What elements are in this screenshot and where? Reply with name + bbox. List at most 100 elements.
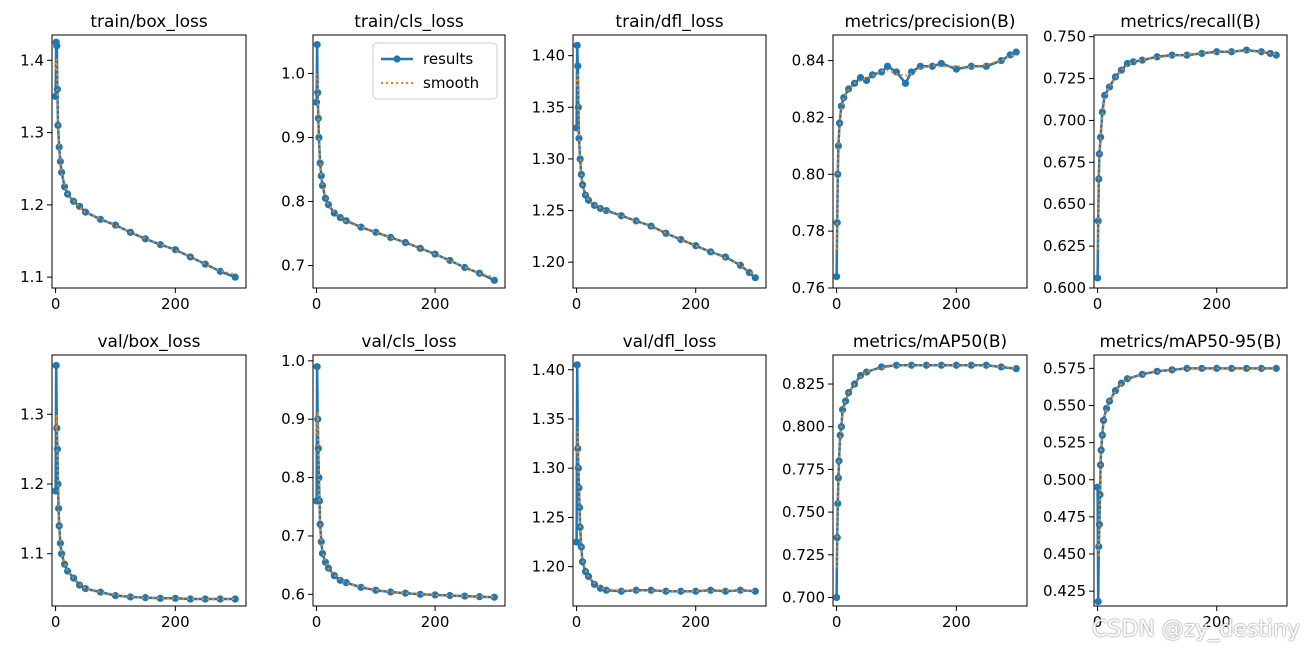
results-point <box>1123 375 1131 383</box>
y-tick-label: 0.6 <box>281 585 305 603</box>
results-point <box>1096 133 1105 141</box>
axes-frame <box>832 34 1028 289</box>
results-point <box>877 68 886 76</box>
axes-frame <box>312 354 506 607</box>
results-point <box>315 473 323 482</box>
results-point <box>937 361 945 369</box>
results-point <box>982 361 990 369</box>
x-tick-label: 0 <box>51 295 61 313</box>
results-point <box>53 445 61 453</box>
results-point <box>584 196 593 204</box>
y-tick-label: 1.0 <box>281 64 305 82</box>
results-point <box>52 361 60 370</box>
results-point <box>1123 59 1131 68</box>
axes-frame <box>1093 354 1288 607</box>
results-point <box>901 79 910 87</box>
results-point <box>892 361 901 369</box>
results-point <box>751 274 759 282</box>
y-tick-label: 0.675 <box>1043 153 1086 171</box>
results-point <box>745 268 753 277</box>
y-tick-label: 0.9 <box>281 410 305 428</box>
x-tick-label: 0 <box>832 295 842 313</box>
legend: results smooth <box>372 42 498 100</box>
results-point <box>201 260 209 268</box>
results-point <box>201 595 209 603</box>
legend-results-marker <box>393 55 401 63</box>
x-tick-label: 200 <box>942 613 971 631</box>
results-point <box>372 586 380 594</box>
y-tick-label: 1.1 <box>20 268 44 286</box>
results-point <box>662 229 670 237</box>
results-point <box>51 487 60 495</box>
y-tick-label: 0.750 <box>1043 28 1086 46</box>
y-tick-label: 0.500 <box>1043 471 1086 489</box>
x-tick-label: 200 <box>421 613 450 631</box>
subplot-val-dfl-loss: val/dfl_loss 0 200 1.20 1.25 1.30 1.35 1.40 <box>532 332 767 631</box>
results-point <box>317 172 325 180</box>
results-point <box>617 212 625 220</box>
x-tick-label: 200 <box>942 295 971 313</box>
subplot-train-box-loss: train/box_loss 0 200 1.1 1.2 1.3 1.4 <box>20 12 247 313</box>
results-point <box>833 534 841 542</box>
y-tick-label: 0.475 <box>1043 508 1086 526</box>
results-point <box>856 74 865 82</box>
smooth-line <box>54 58 236 276</box>
results-point <box>907 361 916 369</box>
results-point <box>231 273 239 281</box>
x-tick-label: 0 <box>312 295 322 313</box>
y-tick-label: 1.0 <box>281 352 305 370</box>
results-point <box>1198 49 1206 58</box>
y-tick-label: 0.725 <box>782 546 825 564</box>
subplot-metrics-map50-95-b-: metrics/mAP50-95(B) 0 200 0.425 0.450 0.475 0.… <box>1043 332 1288 631</box>
results-point <box>1228 48 1236 56</box>
legend-smooth-label: smooth <box>423 74 479 92</box>
y-tick-label: 0.8 <box>281 193 305 211</box>
results-point <box>141 594 150 602</box>
y-tick-label: 1.3 <box>20 405 44 423</box>
y-tick-label: 0.525 <box>1043 434 1086 452</box>
results-point <box>56 539 64 547</box>
subplot-metrics-recall-b-: metrics/recall(B) 0 200 0.600 0.625 0.650 0.67… <box>1043 12 1288 313</box>
y-tick-label: 0.7 <box>281 527 305 545</box>
results-point <box>662 587 670 595</box>
results-point <box>692 587 700 595</box>
results-point <box>892 68 901 76</box>
y-tick-label: 0.575 <box>1043 359 1086 377</box>
subplot-train-cls-loss: train/cls_loss 0 200 0.7 0.8 0.9 1.0 results smo… <box>281 12 506 313</box>
results-point <box>387 588 395 596</box>
y-tick-label: 1.25 <box>532 508 565 526</box>
y-tick-label: 0.84 <box>792 52 825 70</box>
x-tick-label: 200 <box>421 295 450 313</box>
results-point <box>952 361 960 369</box>
subplot-metrics-precision-b-: metrics/precision(B) 0 200 0.76 0.78 0.80 0.82… <box>792 12 1028 313</box>
y-tick-label: 0.650 <box>1043 195 1086 213</box>
results-point <box>314 444 322 452</box>
results-point <box>574 103 582 111</box>
results-point <box>862 368 871 376</box>
results-point <box>1095 542 1103 551</box>
results-point <box>834 142 842 150</box>
y-tick-label: 0.425 <box>1043 582 1086 600</box>
results-point <box>490 276 498 284</box>
y-tick-label: 1.30 <box>532 150 565 168</box>
results-point <box>1012 365 1020 373</box>
results-point <box>834 474 842 482</box>
axes-frame <box>832 354 1028 607</box>
results-point <box>841 397 850 405</box>
subplot-title: metrics/mAP50-95(B) <box>1099 332 1281 352</box>
y-tick-label: 0.625 <box>1043 237 1086 255</box>
y-tick-label: 0.725 <box>1043 70 1086 88</box>
legend-box <box>372 42 498 100</box>
results-point <box>57 550 66 558</box>
results-point <box>387 233 395 241</box>
subplot-title: val/box_loss <box>98 332 201 352</box>
y-tick-label: 0.450 <box>1043 545 1086 563</box>
x-tick-label: 200 <box>681 613 710 631</box>
results-point <box>573 361 581 369</box>
subplot-title: val/dfl_loss <box>623 332 717 352</box>
results-point <box>231 595 239 603</box>
y-tick-label: 0.700 <box>782 588 825 606</box>
y-tick-label: 0.750 <box>782 503 825 521</box>
results-point <box>156 594 164 602</box>
y-tick-label: 0.825 <box>782 375 825 393</box>
